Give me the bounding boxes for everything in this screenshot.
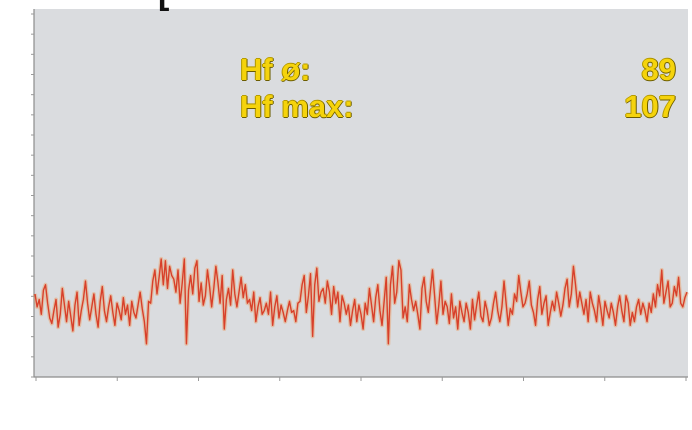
chart-title-fragment: [ [158,0,170,13]
top-strip [0,0,692,9]
max-heart-rate-value: 107 [624,89,676,124]
avg-heart-rate-label: Hf ø: [240,52,311,87]
max-heart-rate-label: Hf max: [240,89,354,124]
avg-heart-rate-value: 89 [641,52,676,87]
series-line [34,258,688,345]
